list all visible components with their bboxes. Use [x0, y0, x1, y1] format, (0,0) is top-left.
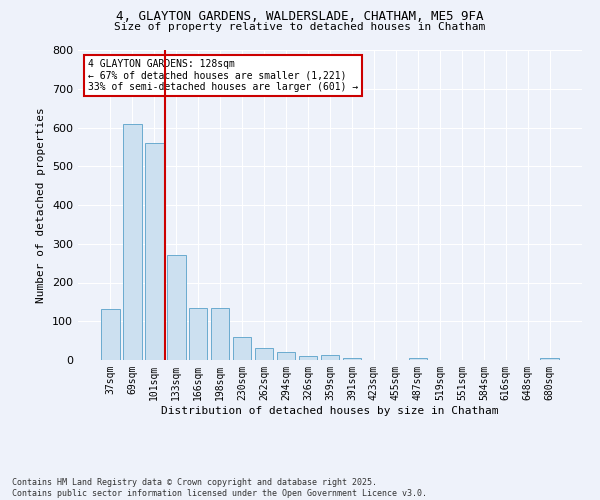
- Bar: [343, 358, 361, 360]
- Bar: [189, 308, 208, 360]
- Bar: [299, 356, 317, 360]
- Bar: [123, 124, 142, 360]
- Text: Size of property relative to detached houses in Chatham: Size of property relative to detached ho…: [115, 22, 485, 32]
- Text: 4 GLAYTON GARDENS: 128sqm
← 67% of detached houses are smaller (1,221)
33% of se: 4 GLAYTON GARDENS: 128sqm ← 67% of detac…: [88, 60, 358, 92]
- Bar: [320, 356, 340, 360]
- X-axis label: Distribution of detached houses by size in Chatham: Distribution of detached houses by size …: [161, 406, 499, 415]
- Bar: [101, 309, 119, 360]
- Bar: [255, 348, 274, 360]
- Bar: [277, 352, 295, 360]
- Y-axis label: Number of detached properties: Number of detached properties: [37, 107, 46, 303]
- Bar: [167, 256, 185, 360]
- Bar: [211, 308, 229, 360]
- Bar: [409, 358, 427, 360]
- Bar: [233, 337, 251, 360]
- Text: Contains HM Land Registry data © Crown copyright and database right 2025.
Contai: Contains HM Land Registry data © Crown c…: [12, 478, 427, 498]
- Text: 4, GLAYTON GARDENS, WALDERSLADE, CHATHAM, ME5 9FA: 4, GLAYTON GARDENS, WALDERSLADE, CHATHAM…: [116, 10, 484, 23]
- Bar: [145, 143, 164, 360]
- Bar: [541, 358, 559, 360]
